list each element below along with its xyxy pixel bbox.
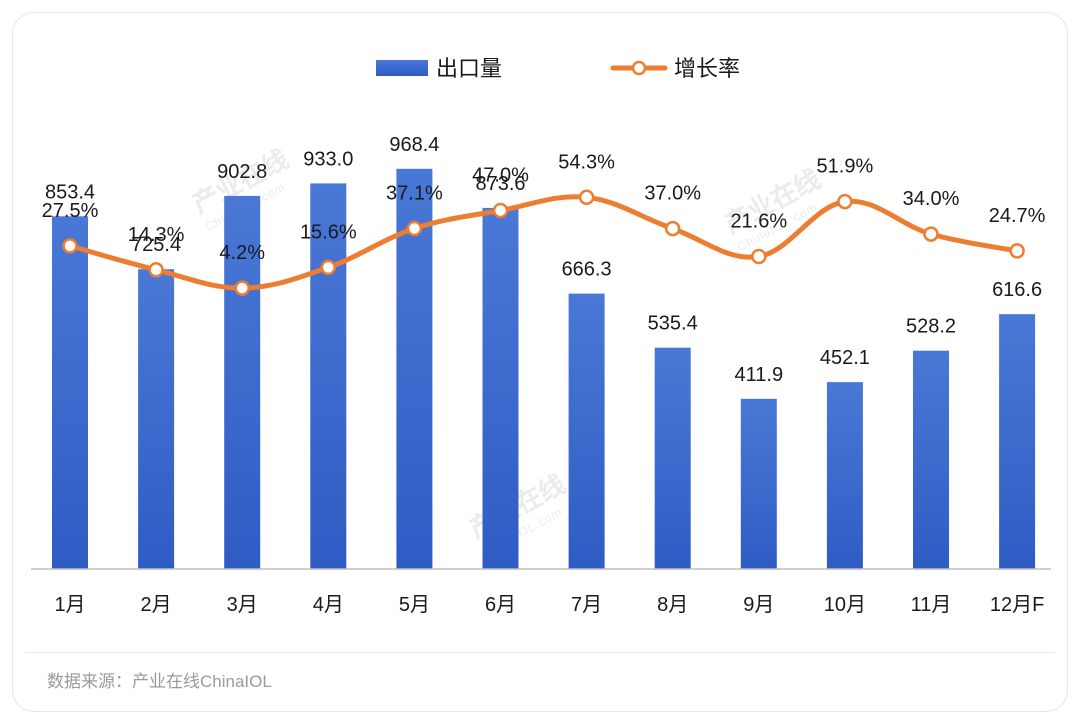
bar-value-label: 873.6: [475, 173, 525, 195]
bar-9: [740, 398, 777, 569]
rate-marker-1: [62, 238, 78, 254]
legend-bar-swatch: [376, 60, 428, 76]
category-label: 9月: [743, 594, 774, 616]
growth-rate-markers: [62, 189, 1025, 296]
bar-3: [224, 195, 261, 569]
legend-line-label: 增长率: [674, 56, 740, 81]
bar-8: [654, 347, 691, 569]
category-label: 11月: [911, 594, 952, 616]
category-label: 7月: [571, 594, 602, 616]
growth-rate-labels: 27.5% 14.3% 4.2% 15.6% 37.1% 47.0% 54.3% 37.0% 2…: [42, 151, 1046, 264]
bar-value-label: 666.3: [562, 259, 612, 281]
rate-marker-3: [234, 280, 250, 296]
data-source-note: 数据来源：产业在线ChinaIOL: [47, 672, 272, 691]
rate-marker-2: [148, 262, 164, 278]
bar-value-label: 902.8: [217, 161, 267, 183]
bar-series: [52, 168, 1036, 570]
bar-value-label: 535.4: [648, 313, 698, 335]
bar-value-label: 616.6: [992, 279, 1042, 301]
rate-value-label: 47.0%: [472, 165, 529, 187]
rate-value-label: 4.2%: [219, 242, 265, 264]
bar-value-label: 528.2: [906, 316, 956, 338]
rate-marker-4: [320, 259, 337, 276]
rate-value-label: 34.0%: [903, 188, 960, 210]
rate-value-label: 37.0%: [644, 183, 701, 205]
bar-value-labels: 853.4 725.4 902.8 933.0 968.4 873.6 666.3 535.4…: [45, 134, 1042, 386]
rate-value-label: 27.5%: [42, 200, 99, 222]
rate-value-label: 51.9%: [817, 156, 874, 178]
category-labels: 1月 2月 3月 4月 5月 6月 7月 8月 9月 10月 11月 12月F: [54, 594, 1044, 616]
rate-value-label: 54.3%: [558, 151, 615, 173]
bar-value-label: 933.0: [303, 148, 353, 170]
bar-12: [999, 314, 1036, 569]
legend-line-marker: [631, 60, 647, 76]
rate-value-label: 37.1%: [386, 183, 443, 205]
rate-value-label: 21.6%: [730, 211, 787, 233]
bar-6: [482, 207, 519, 569]
bar-value-label: 725.4: [131, 234, 181, 256]
rate-marker-11: [923, 226, 939, 242]
category-label: 6月: [485, 594, 516, 616]
bar-7: [568, 293, 605, 569]
bar-1: [52, 216, 88, 570]
rate-value-label: 14.3%: [128, 224, 185, 246]
rate-marker-9: [751, 248, 767, 265]
category-label: 10月: [824, 594, 866, 616]
category-label: 1月: [54, 594, 85, 616]
rate-marker-5: [406, 220, 423, 237]
chart-card: 产业在线 ChinaIOL.com 产业在线 ChinaIOL.com 产业在线…: [12, 12, 1068, 712]
rate-value-label: 24.7%: [989, 205, 1046, 227]
category-label: 12月F: [990, 594, 1044, 616]
legend-bar-label: 出口量: [436, 56, 502, 81]
rate-marker-6: [492, 202, 509, 219]
bar-value-label: 853.4: [45, 181, 95, 203]
bar-10: [826, 382, 863, 569]
rate-marker-8: [664, 220, 681, 237]
bar-2: [138, 269, 175, 569]
bar-value-label: 452.1: [820, 347, 870, 369]
bar-value-label: 411.9: [735, 364, 784, 386]
watermark-3: 产业在线 ChinaIOL.com: [464, 469, 570, 559]
legend: 出口量 增长率: [376, 56, 740, 81]
category-label: 5月: [399, 594, 430, 616]
rate-marker-12: [1009, 243, 1025, 259]
category-label: 2月: [141, 594, 172, 616]
combo-chart: 产业在线 ChinaIOL.com 产业在线 ChinaIOL.com 产业在线…: [31, 56, 1051, 616]
category-label: 4月: [313, 594, 344, 616]
bar-value-label: 968.4: [389, 134, 439, 156]
bar-11: [913, 350, 949, 569]
category-label: 3月: [227, 594, 258, 616]
rate-value-label: 15.6%: [300, 221, 357, 243]
bar-4: [310, 183, 347, 569]
category-label: 8月: [657, 594, 688, 616]
footer-divider: [25, 652, 1055, 653]
rate-marker-10: [837, 193, 853, 210]
rate-marker-7: [578, 189, 595, 206]
